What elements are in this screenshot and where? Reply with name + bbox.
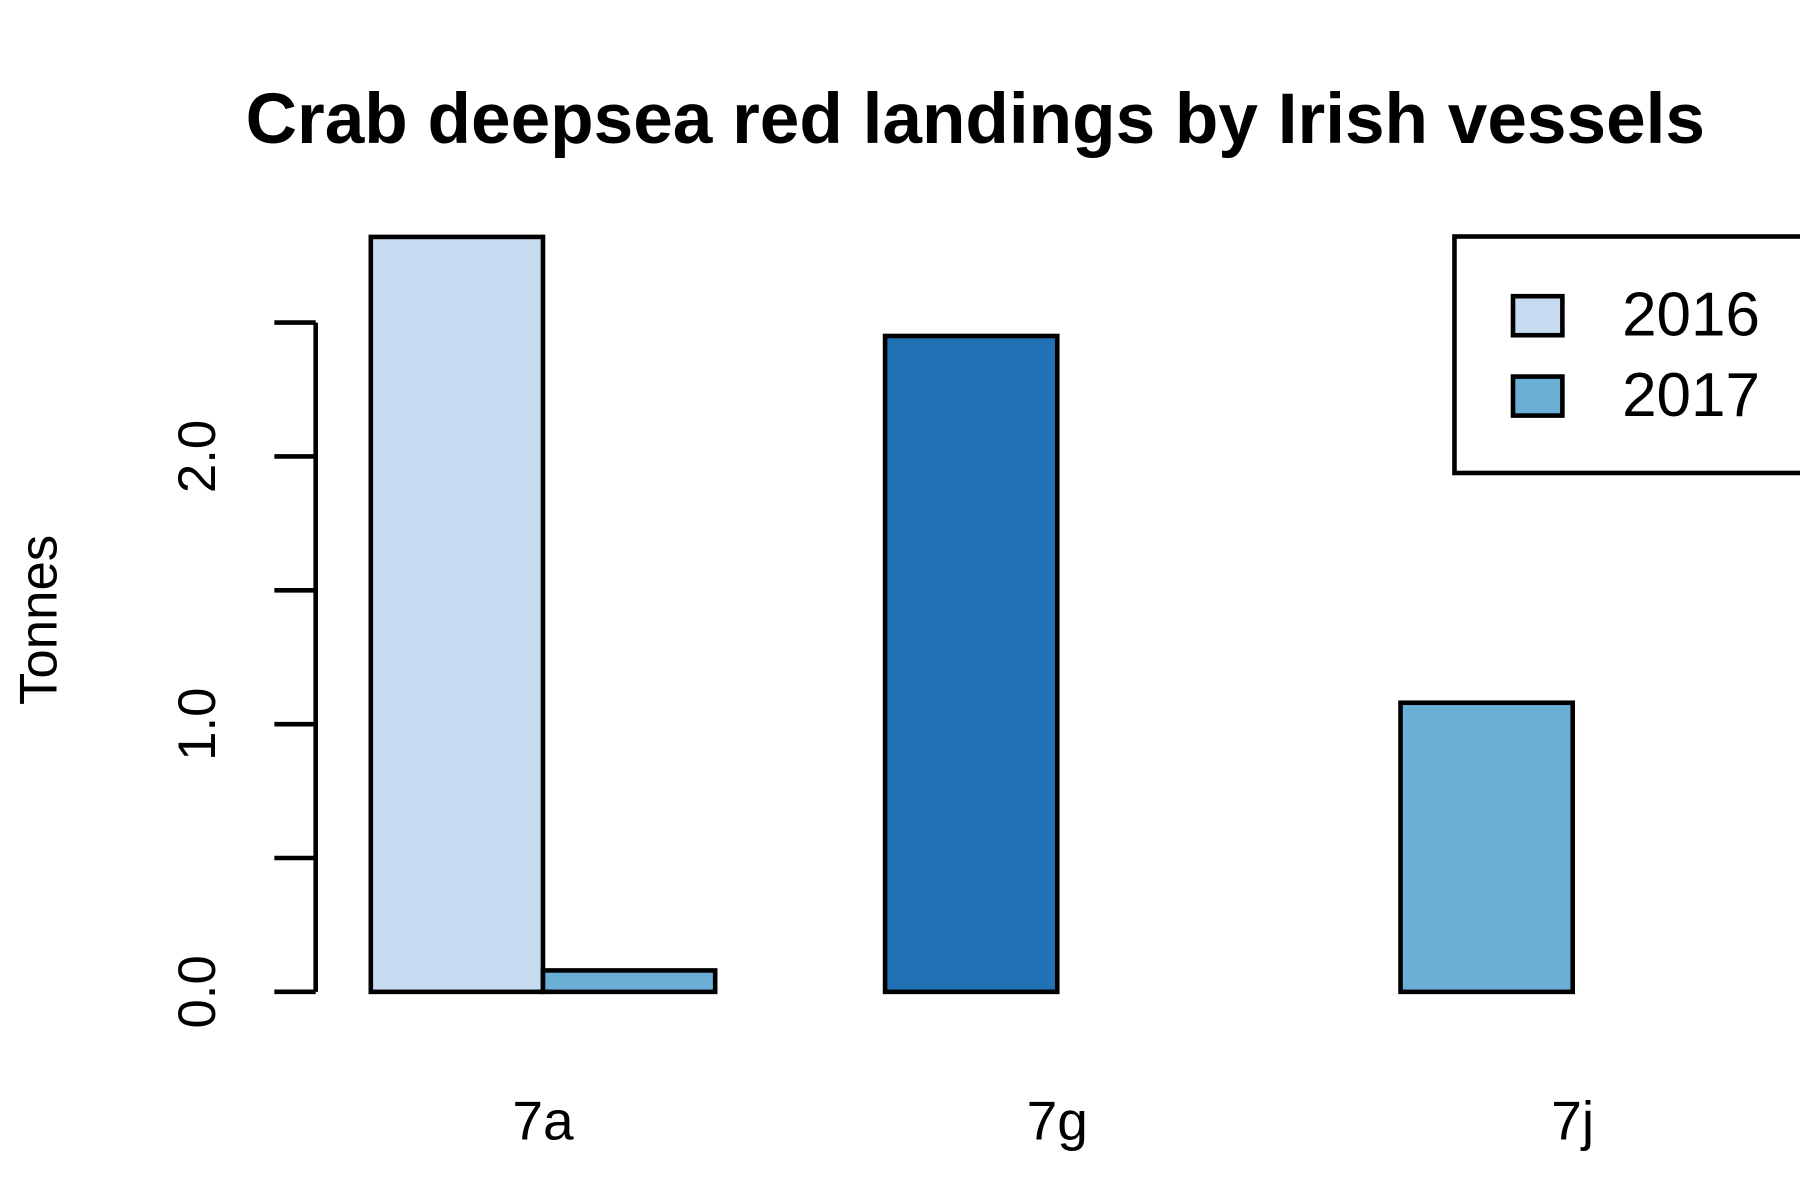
y-tick-label: 2.0 [168,420,227,493]
bar [368,234,546,995]
legend-swatch [1510,293,1565,338]
legend-swatch [1510,374,1565,418]
x-tick-label: 7j [1551,1090,1594,1152]
bar [882,333,1060,995]
bar [540,968,718,995]
x-tick-label: 7g [1027,1090,1088,1152]
y-axis-label: Tonnes [9,535,68,705]
legend-label: 2016 [1622,281,1760,350]
y-tick-label: 1.0 [168,687,227,760]
x-tick-label: 7a [512,1090,574,1152]
legend-label: 2017 [1622,361,1760,430]
legend-box [1452,234,1800,476]
chart-title: Crab deepsea red landings by Irish vesse… [246,80,1705,159]
y-tick-label: 0.0 [168,955,227,1028]
bar [1398,700,1575,995]
